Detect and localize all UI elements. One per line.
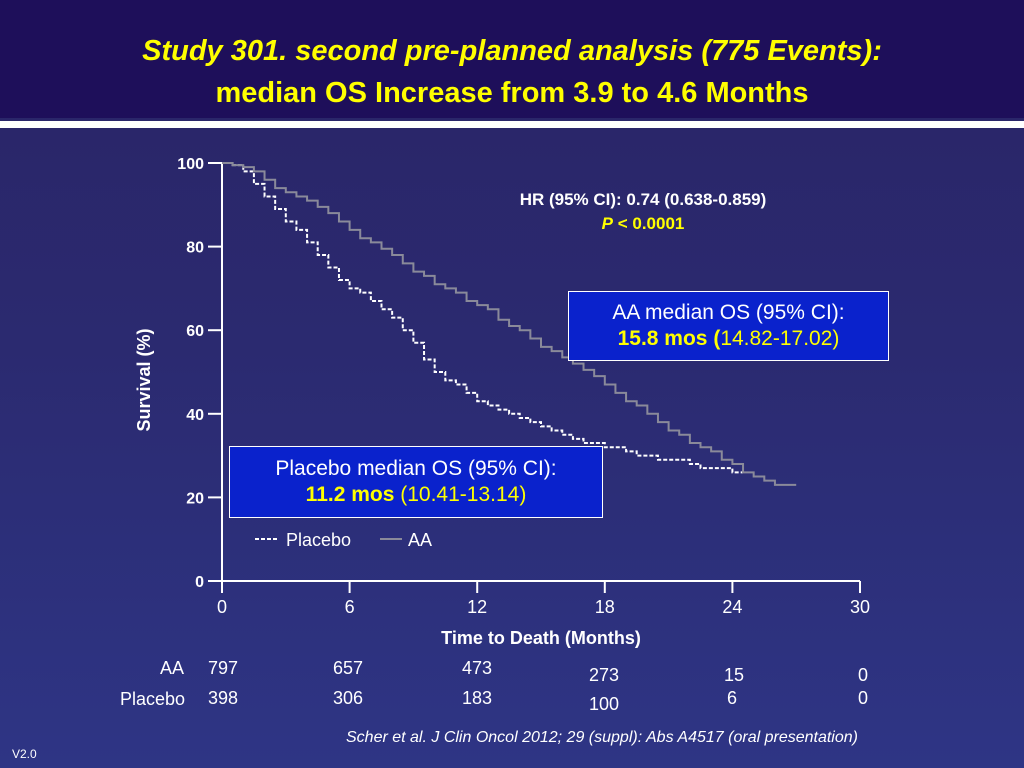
series-line-aa: [222, 162, 797, 486]
series-line-placebo: [222, 162, 744, 474]
y-tick-label-20: 20: [186, 490, 204, 507]
legend-label-placebo: Placebo: [286, 530, 351, 550]
y-tick-label-80: 80: [186, 240, 204, 257]
y-tick-label-100: 100: [177, 156, 204, 173]
placebo-median-box: Placebo median OS (95% CI): 11.2 mos (10…: [229, 446, 603, 518]
x-tick-label-0: 0: [217, 597, 227, 617]
p-symbol: P: [601, 214, 613, 233]
y-tick-label-60: 60: [186, 323, 204, 340]
version-label: V2.0: [12, 747, 37, 761]
risk-label-aa: AA: [160, 658, 185, 678]
p-value: < 0.0001: [612, 214, 685, 233]
citation: Scher et al. J Clin Oncol 2012; 29 (supp…: [346, 729, 858, 746]
x-tick-label-12: 12: [467, 597, 487, 617]
title-divider: [0, 121, 1024, 128]
placebo-median-value: 11.2 mos (10.41-13.14): [230, 482, 602, 508]
y-tick-label-0: 0: [195, 574, 204, 591]
risk-aa-30: 0: [858, 665, 869, 685]
placebo-median-label: Placebo median OS (95% CI):: [275, 457, 557, 480]
risk-placebo-24: 6: [727, 688, 738, 708]
risk-aa-0: 797: [208, 658, 239, 678]
y-axis-label: Survival (%): [134, 328, 154, 431]
aa-median-box: AA median OS (95% CI): 15.8 mos (14.82-1…: [568, 291, 889, 361]
slide-title: Study 301. second pre-planned analysis (…: [0, 30, 1024, 114]
hazard-ratio-text: HR (95% CI): 0.74 (0.638-0.859): [519, 190, 767, 209]
placebo-median-mos: 11.2 mos: [305, 483, 395, 506]
aa-median-label: AA median OS (95% CI):: [612, 301, 845, 324]
risk-aa-18: 273: [589, 665, 620, 685]
x-axis-label: Time to Death (Months): [441, 628, 641, 648]
risk-placebo-6: 306: [333, 688, 364, 708]
p-value-text: P < 0.0001: [478, 214, 808, 234]
x-tick-label-6: 6: [345, 597, 355, 617]
risk-placebo-18: 100: [589, 694, 620, 714]
risk-placebo-12: 183: [462, 688, 493, 708]
aa-median-mos: 15.8 mos (: [617, 327, 721, 350]
risk-aa-24: 15: [724, 665, 745, 685]
legend-label-aa: AA: [408, 530, 432, 550]
title-band: [0, 0, 1024, 118]
title-line-1: Study 301. second pre-planned analysis (…: [142, 35, 882, 67]
aa-median-value: 15.8 mos (14.82-17.02): [569, 326, 888, 352]
y-tick-label-40: 40: [186, 407, 204, 424]
risk-placebo-30: 0: [858, 688, 869, 708]
x-tick-label-24: 24: [722, 597, 742, 617]
aa-median-ci: 14.82-17.02): [720, 327, 840, 350]
placebo-median-ci: (10.41-13.14): [394, 483, 527, 506]
risk-aa-6: 657: [333, 658, 364, 678]
title-line-2: median OS Increase from 3.9 to 4.6 Month…: [215, 77, 809, 109]
risk-placebo-0: 398: [208, 688, 239, 708]
risk-label-placebo: Placebo: [120, 689, 186, 709]
x-tick-label-18: 18: [595, 597, 615, 617]
x-tick-label-30: 30: [850, 597, 870, 617]
risk-aa-12: 473: [462, 658, 493, 678]
